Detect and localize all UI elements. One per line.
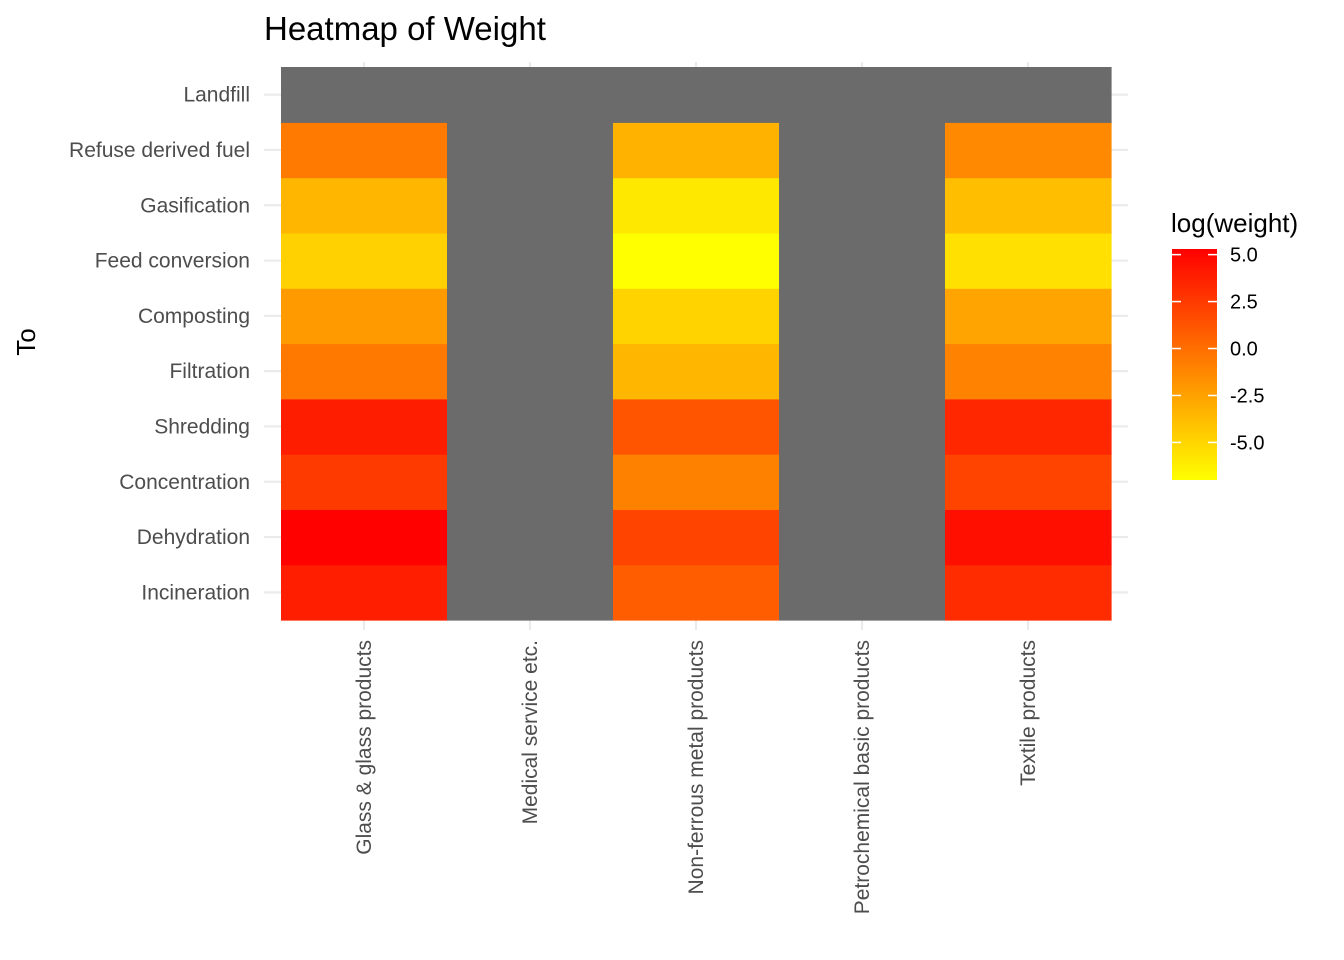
heatmap-cell-filtration-textile-products [945, 343, 1112, 400]
legend-tick-label: 0.0 [1230, 339, 1258, 361]
heatmap-cell-dehydration-non-ferrous-metal-products [613, 509, 780, 566]
y-axis-tick-labels: Incineration Dehydration Concentration Shre… [69, 84, 250, 605]
heatmap-cell-refuse-derived-fuel-non-ferrous-metal-products [613, 122, 780, 179]
heatmap-cell-dehydration-petrochemical-basic-products [779, 509, 946, 566]
legend-tick-label: 2.5 [1230, 292, 1258, 314]
heatmap-cell-landfill-textile-products [945, 67, 1112, 123]
chart-title: Heatmap of Weight [264, 10, 546, 47]
x-tick-label-glass-glass-products: Glass & glass products [353, 640, 376, 855]
heatmap-cell-shredding-petrochemical-basic-products [779, 398, 946, 455]
heatmap-cell-refuse-derived-fuel-petrochemical-basic-products [779, 122, 946, 179]
heatmap-cells [281, 67, 1112, 621]
heatmap-cell-shredding-non-ferrous-metal-products [613, 398, 780, 455]
heatmap-cell-concentration-glass-glass-products [281, 454, 448, 510]
y-tick-label-dehydration: Dehydration [137, 526, 250, 549]
heatmap-cell-concentration-medical-service-etc [447, 454, 614, 510]
heatmap-cell-gasification-glass-glass-products [281, 177, 448, 234]
heatmap-cell-landfill-non-ferrous-metal-products [613, 67, 780, 123]
heatmap-cell-filtration-non-ferrous-metal-products [613, 343, 780, 400]
legend-tick-label: -2.5 [1230, 385, 1264, 407]
y-tick-label-landfill: Landfill [183, 84, 250, 107]
heatmap-cell-composting-textile-products [945, 288, 1112, 345]
legend-ticks: 5.0 2.5 0.0 -2.5 -5.0 [1172, 245, 1264, 454]
heatmap-cell-filtration-medical-service-etc [447, 343, 614, 400]
heatmap-cell-gasification-petrochemical-basic-products [779, 177, 946, 234]
y-tick-label-composting: Composting [138, 305, 250, 328]
heatmap-cell-concentration-petrochemical-basic-products [779, 454, 946, 510]
heatmap-cell-filtration-glass-glass-products [281, 343, 448, 400]
x-tick-label-non-ferrous-metal-products: Non-ferrous metal products [685, 640, 708, 894]
legend-tick-label: 5.0 [1230, 245, 1258, 267]
y-tick-label-refuse-derived-fuel: Refuse derived fuel [69, 139, 250, 162]
heatmap-cell-feed-conversion-non-ferrous-metal-products [613, 232, 780, 289]
heatmap-cell-shredding-textile-products [945, 398, 1112, 455]
heatmap-cell-dehydration-textile-products [945, 509, 1112, 566]
heatmap-cell-incineration-glass-glass-products [281, 564, 448, 621]
heatmap-cell-gasification-non-ferrous-metal-products [613, 177, 780, 234]
x-axis-tick-labels: Glass & glass products Medical service et… [353, 640, 1040, 914]
y-tick-label-gasification: Gasification [140, 194, 250, 217]
heatmap-cell-composting-petrochemical-basic-products [779, 288, 946, 345]
heatmap-cell-incineration-medical-service-etc [447, 564, 614, 621]
heatmap-cell-landfill-medical-service-etc [447, 67, 614, 123]
y-tick-label-incineration: Incineration [141, 581, 250, 604]
heatmap-cell-composting-non-ferrous-metal-products [613, 288, 780, 345]
heatmap-cell-incineration-non-ferrous-metal-products [613, 564, 780, 621]
color-legend: log(weight) 5.0 2.5 0.0 -2.5 -5.0 [1171, 208, 1298, 480]
heatmap-cell-shredding-medical-service-etc [447, 398, 614, 455]
heatmap-cell-feed-conversion-textile-products [945, 232, 1112, 289]
x-tick-label-petrochemical-basic-products: Petrochemical basic products [851, 640, 874, 914]
x-tick-label-textile-products: Textile products [1017, 640, 1040, 786]
heatmap-cell-refuse-derived-fuel-textile-products [945, 122, 1112, 179]
heatmap-cell-refuse-derived-fuel-glass-glass-products [281, 122, 448, 179]
heatmap-cell-refuse-derived-fuel-medical-service-etc [447, 122, 614, 179]
legend-tick-label: -5.0 [1230, 432, 1264, 454]
heatmap-cell-incineration-textile-products [945, 564, 1112, 621]
heatmap-cell-gasification-medical-service-etc [447, 177, 614, 234]
heatmap-cell-dehydration-glass-glass-products [281, 509, 448, 566]
x-tick-label-medical-service-etc: Medical service etc. [519, 640, 542, 824]
heatmap-cell-composting-glass-glass-products [281, 288, 448, 345]
heatmap-cell-feed-conversion-glass-glass-products [281, 232, 448, 289]
heatmap-cell-gasification-textile-products [945, 177, 1112, 234]
heatmap-cell-landfill-petrochemical-basic-products [779, 67, 946, 123]
legend-colorbar [1172, 249, 1217, 480]
y-tick-label-shredding: Shredding [154, 415, 250, 438]
heatmap-cell-filtration-petrochemical-basic-products [779, 343, 946, 400]
heatmap-cell-landfill-glass-glass-products [281, 67, 448, 123]
heatmap-cell-concentration-textile-products [945, 454, 1112, 510]
heatmap-cell-feed-conversion-petrochemical-basic-products [779, 232, 946, 289]
heatmap-cell-dehydration-medical-service-etc [447, 509, 614, 566]
y-tick-label-concentration: Concentration [119, 471, 250, 494]
heatmap-cell-composting-medical-service-etc [447, 288, 614, 345]
heatmap-cell-concentration-non-ferrous-metal-products [613, 454, 780, 510]
y-tick-label-filtration: Filtration [169, 360, 250, 383]
legend-title: log(weight) [1171, 208, 1298, 238]
y-tick-label-feed-conversion: Feed conversion [95, 250, 250, 273]
heatmap-cell-incineration-petrochemical-basic-products [779, 564, 946, 621]
heatmap-cell-shredding-glass-glass-products [281, 398, 448, 455]
heatmap-cell-feed-conversion-medical-service-etc [447, 232, 614, 289]
y-axis-title: To [11, 328, 41, 355]
